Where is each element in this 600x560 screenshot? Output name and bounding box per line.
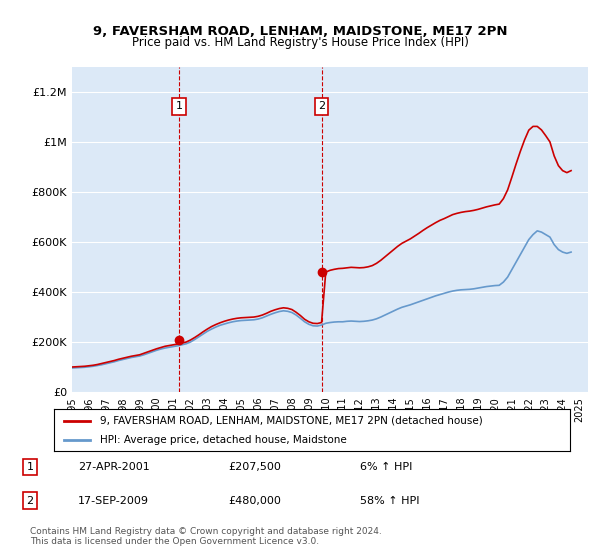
Text: 9, FAVERSHAM ROAD, LENHAM, MAIDSTONE, ME17 2PN (detached house): 9, FAVERSHAM ROAD, LENHAM, MAIDSTONE, ME…	[100, 416, 483, 426]
Text: Price paid vs. HM Land Registry's House Price Index (HPI): Price paid vs. HM Land Registry's House …	[131, 36, 469, 49]
Text: 2: 2	[26, 496, 34, 506]
Text: HPI: Average price, detached house, Maidstone: HPI: Average price, detached house, Maid…	[100, 435, 347, 445]
Text: 6% ↑ HPI: 6% ↑ HPI	[360, 462, 412, 472]
Text: 1: 1	[176, 101, 182, 111]
Text: 1: 1	[26, 462, 34, 472]
Text: 27-APR-2001: 27-APR-2001	[78, 462, 150, 472]
Text: 9, FAVERSHAM ROAD, LENHAM, MAIDSTONE, ME17 2PN: 9, FAVERSHAM ROAD, LENHAM, MAIDSTONE, ME…	[93, 25, 507, 38]
Text: £480,000: £480,000	[228, 496, 281, 506]
Text: 17-SEP-2009: 17-SEP-2009	[78, 496, 149, 506]
Text: Contains HM Land Registry data © Crown copyright and database right 2024.
This d: Contains HM Land Registry data © Crown c…	[30, 526, 382, 546]
Text: 58% ↑ HPI: 58% ↑ HPI	[360, 496, 419, 506]
Text: £207,500: £207,500	[228, 462, 281, 472]
Text: 2: 2	[318, 101, 325, 111]
